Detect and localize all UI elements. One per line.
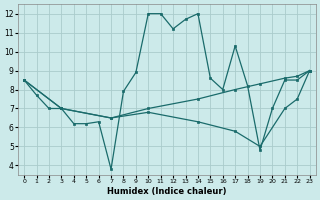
X-axis label: Humidex (Indice chaleur): Humidex (Indice chaleur)	[107, 187, 227, 196]
